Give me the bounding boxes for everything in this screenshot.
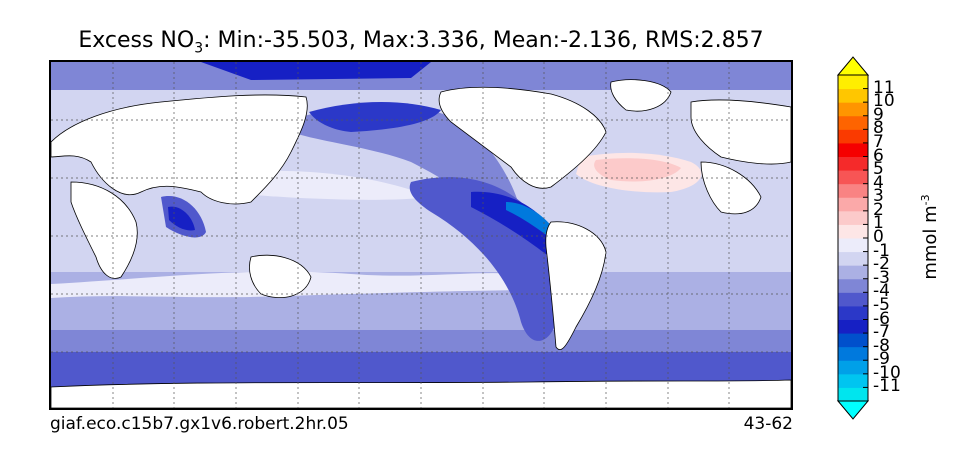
colorbar-segment	[838, 197, 868, 212]
colorbar-segment	[838, 373, 868, 388]
colorbar-segment	[838, 210, 868, 225]
colorbar-segment	[838, 265, 868, 280]
etp-band-3	[506, 202, 556, 242]
colorbar-tick-label: -3	[873, 267, 890, 288]
colorbar-segment	[838, 278, 868, 293]
colorbar-segment	[838, 360, 868, 375]
map-title: Excess NO3: Min:-35.503, Max:3.336, Mean…	[0, 28, 842, 56]
colorbar-extend-low	[836, 400, 870, 420]
eurasia	[51, 94, 308, 205]
npac-band-2	[309, 101, 441, 132]
colorbar-tick-label: -11	[873, 376, 901, 397]
colorbar-tick-label: 5	[873, 159, 884, 180]
colorbar-tick-label: 3	[873, 186, 884, 207]
colorbar-tick-label: 9	[873, 104, 884, 125]
colorbar-tick-label: -2	[873, 254, 890, 275]
colorbar-extend-high	[836, 56, 870, 76]
south-america	[545, 221, 607, 351]
title-subscript: 3	[194, 40, 204, 57]
colorbar-tick-label: -6	[873, 308, 890, 329]
colorbar-segment	[838, 129, 868, 144]
unit-base: mmol m	[920, 205, 941, 280]
title-variable: Excess NO	[78, 28, 195, 53]
colorbar-segment	[838, 156, 868, 171]
colorbar-canvas	[836, 56, 870, 420]
ocean-map	[49, 60, 793, 410]
unit-exp: -3	[919, 194, 932, 206]
colorbar-segment	[838, 115, 868, 130]
colorbar-tick-label: 8	[873, 118, 884, 139]
colorbar-tick-label: -8	[873, 335, 890, 356]
colorbar-segment	[838, 251, 868, 266]
title-stats: : Min:-35.503, Max:3.336, Mean:-2.136, R…	[203, 28, 764, 53]
colorbar-tick-label: 10	[873, 91, 895, 112]
colorbar-tick-label: 2	[873, 199, 884, 220]
colorbar-tick-label: 1	[873, 213, 884, 234]
indian-band-2	[168, 206, 195, 231]
colorbar-segment	[838, 346, 868, 361]
colorbar-tick-label: 7	[873, 131, 884, 152]
colorbar-tick-label: -7	[873, 322, 890, 343]
colorbar-segment	[838, 183, 868, 198]
africa	[70, 181, 138, 279]
greenland	[610, 79, 672, 112]
colorbar-segment	[838, 102, 868, 117]
colorbar-tick-label: -1	[873, 240, 890, 261]
map-canvas	[51, 62, 791, 408]
colorbar-segment	[838, 238, 868, 253]
colorbar-segment	[838, 88, 868, 103]
colorbar-tick-label: -10	[873, 362, 901, 383]
australia	[249, 254, 312, 298]
natl-pink-2	[594, 158, 681, 182]
colorbar-tick-label: 0	[873, 227, 884, 247]
arctic-deep	[201, 62, 431, 80]
colorbar-segment	[838, 142, 868, 157]
colorbar-tick-label: 11	[873, 77, 895, 98]
colorbar-segment	[838, 292, 868, 307]
europe-east	[690, 99, 791, 165]
colorbar-tick-label: -9	[873, 349, 890, 370]
colorbar-segment	[838, 319, 868, 334]
colorbar-segment	[838, 75, 868, 90]
africa-north	[700, 161, 762, 215]
graticule	[51, 62, 791, 408]
run-id-label: giaf.eco.c15b7.gx1v6.robert.2hr.05	[50, 414, 349, 434]
colorbar-segment	[838, 387, 868, 402]
etp-band-2	[471, 191, 556, 262]
colorbar-segment	[838, 170, 868, 185]
colorbar-tick-label: -4	[873, 281, 890, 302]
north-america	[438, 86, 607, 189]
colorbar-segment	[838, 305, 868, 320]
colorbar-tick-label: 6	[873, 145, 884, 166]
colorbar-tick-label: 4	[873, 172, 884, 193]
colorbar-tick-label: -5	[873, 294, 890, 315]
colorbar-segment	[838, 333, 868, 348]
colorbar-unit: mmol m-3	[919, 194, 941, 279]
years-label: 43-62	[743, 414, 793, 434]
colorbar-segment	[838, 224, 868, 239]
colorbar	[836, 56, 870, 420]
